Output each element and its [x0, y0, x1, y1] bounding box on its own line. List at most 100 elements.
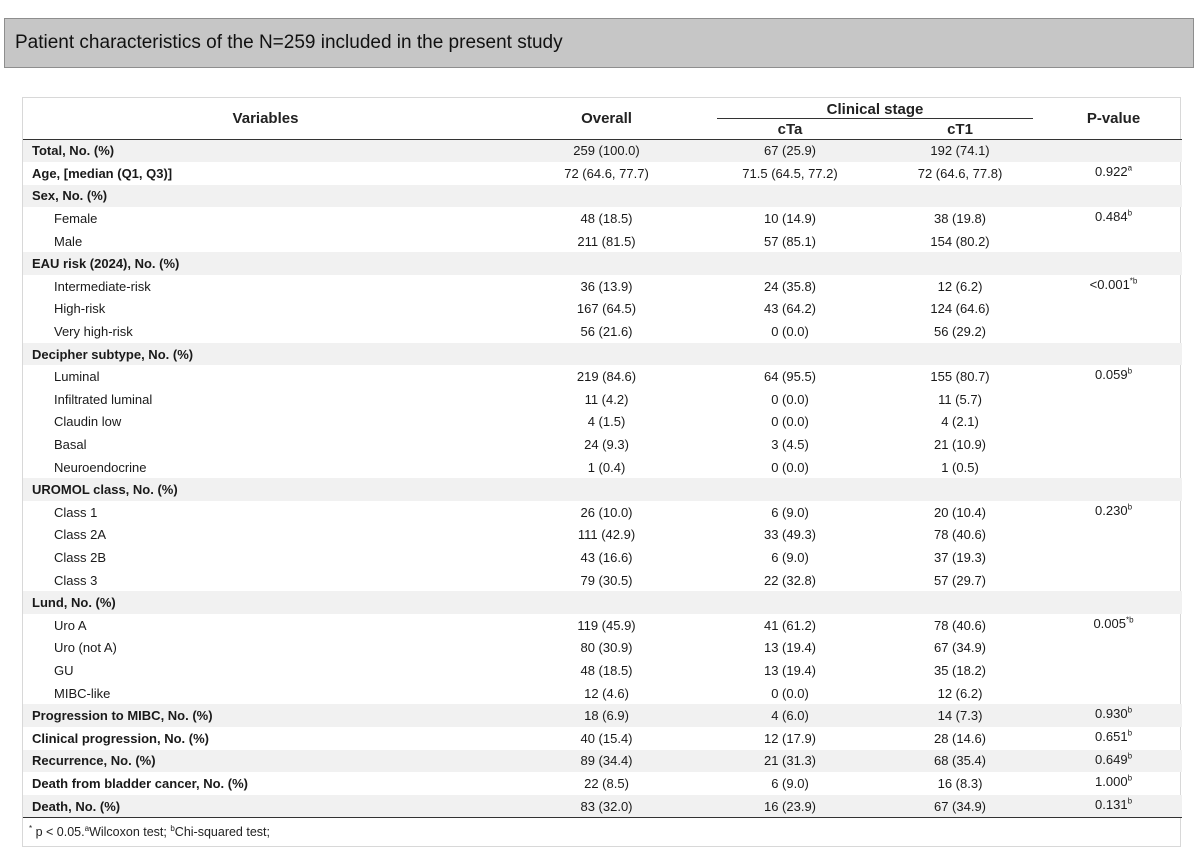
table-row: Infiltrated luminal 11 (4.2) 0 (0.0) 11 (5.…: [23, 388, 1182, 411]
cell-pvalue: 0.651b: [1045, 727, 1182, 750]
row-label: Progression to MIBC, No. (%): [23, 704, 508, 727]
table-row: Claudin low 4 (1.5) 0 (0.0) 4 (2.1): [23, 411, 1182, 434]
row-label: UROMOL class, No. (%): [23, 478, 508, 501]
cell-overall: [508, 591, 705, 614]
table-row: GU 48 (18.5) 13 (19.4) 35 (18.2): [23, 659, 1182, 682]
row-label: Uro A: [54, 617, 87, 633]
pvalue-superscript: a: [1127, 163, 1133, 173]
cell-cta: 16 (23.9): [705, 794, 875, 819]
cell-overall: 36 (13.9): [580, 278, 633, 294]
row-label: Class 2A: [54, 527, 107, 543]
row-label: Total, No. (%): [23, 139, 508, 163]
cell-ct1: [875, 591, 1046, 614]
cell-ct1: 155 (80.7): [930, 369, 990, 385]
footnote: * p < 0.05.aWilcoxon test; bChi-squared …: [23, 818, 1180, 846]
pvalue-text: 0.230: [1095, 503, 1128, 518]
table-row: EAU risk (2024), No. (%): [23, 252, 1183, 276]
cell-overall: 12 (4.6): [584, 685, 629, 701]
cell-cta: 6 (9.0): [771, 504, 809, 520]
cell-pvalue: [1045, 298, 1182, 321]
cell-ct1: 35 (18.2): [933, 662, 987, 678]
table-row: Uro A 119 (45.9) 41 (61.2) 78 (40.6) 0.005*b: [23, 614, 1182, 637]
row-label: Age, [median (Q1, Q3)]: [32, 165, 173, 181]
table-row: Basal 24 (9.3) 3 (4.5) 21 (10.9): [23, 433, 1182, 456]
table-row: UROMOL class, No. (%): [23, 478, 1183, 501]
cell-ct1: 12 (6.2): [937, 278, 983, 294]
cell-cta: 13 (19.4): [763, 640, 817, 656]
cell-pvalue: [1045, 320, 1182, 343]
table-row: Neuroendocrine 1 (0.4) 0 (0.0) 1 (0.5): [23, 456, 1182, 479]
cell-overall: 26 (10.0): [580, 504, 633, 520]
cell-ct1: 1 (0.5): [941, 459, 979, 475]
cell-pvalue: 0.059b: [1045, 365, 1182, 388]
cell-ct1: 192 (74.1): [875, 139, 1046, 163]
cell-overall: 89 (34.4): [508, 749, 705, 773]
cell-cta: 6 (9.0): [771, 775, 809, 791]
cell-overall: [508, 184, 705, 208]
cell-ct1: 20 (10.4): [933, 504, 987, 520]
cell-cta: 10 (14.9): [763, 211, 817, 227]
cell-pvalue: 0.930b: [1045, 704, 1183, 727]
pvalue-superscript: *b: [1129, 276, 1138, 286]
cell-ct1: 28 (14.6): [933, 730, 987, 746]
row-label: MIBC-like: [54, 685, 111, 701]
cell-ct1: 12 (6.2): [937, 685, 983, 701]
pvalue-superscript: b: [1127, 796, 1133, 806]
table-row: Sex, No. (%): [23, 184, 1183, 208]
cell-pvalue: [1045, 230, 1182, 253]
cell-cta: 21 (31.3): [705, 749, 875, 773]
cell-ct1: 14 (7.3): [875, 704, 1046, 727]
cell-cta: 41 (61.2): [763, 617, 817, 633]
row-label: Class 2B: [54, 549, 107, 565]
cell-pvalue: [1045, 411, 1182, 434]
footnote-text-3: Chi-squared test;: [174, 825, 270, 840]
pvalue-superscript: b: [1127, 728, 1133, 738]
table-row: Uro (not A) 80 (30.9) 13 (19.4) 67 (34.9): [23, 637, 1182, 660]
row-label: High-risk: [54, 301, 106, 317]
table-row: MIBC-like 12 (4.6) 0 (0.0) 12 (6.2): [23, 682, 1182, 705]
page-title: Patient characteristics of the N=259 inc…: [15, 32, 563, 53]
cell-cta: 4 (6.0): [705, 704, 875, 727]
cell-cta: 0 (0.0): [771, 391, 809, 407]
cell-cta: 0 (0.0): [771, 685, 809, 701]
cell-overall: 40 (15.4): [580, 730, 633, 746]
cell-overall: 72 (64.6, 77.7): [564, 165, 649, 181]
cell-overall: 259 (100.0): [508, 139, 705, 163]
cell-pvalue: 0.005*b: [1045, 614, 1182, 637]
row-label: Infiltrated luminal: [54, 391, 153, 407]
row-label: Female: [54, 211, 98, 227]
row-label: Death from bladder cancer, No. (%): [32, 775, 248, 791]
pvalue-superscript: b: [1127, 706, 1133, 716]
cell-overall: 48 (18.5): [580, 662, 633, 678]
pvalue-superscript: b: [1127, 367, 1133, 377]
cell-cta: 33 (49.3): [763, 527, 817, 543]
table-row: Total, No. (%) 259 (100.0) 67 (25.9) 192 (7…: [23, 139, 1183, 163]
cell-pvalue: 0.230b: [1045, 501, 1182, 524]
row-label: Intermediate-risk: [54, 278, 151, 294]
cell-overall: 211 (81.5): [577, 233, 636, 249]
cell-pvalue: [1045, 591, 1183, 614]
pvalue-text: 0.651: [1095, 728, 1128, 744]
cell-cta: 13 (19.4): [763, 662, 817, 678]
row-label: Luminal: [54, 369, 100, 385]
cell-cta: 22 (32.8): [763, 572, 817, 588]
cell-pvalue: [1045, 433, 1182, 456]
row-label: Decipher subtype, No. (%): [23, 342, 508, 366]
cell-overall: [508, 342, 705, 366]
cell-pvalue: [1045, 637, 1182, 660]
cell-cta: 43 (64.2): [763, 301, 817, 317]
header-cta: cTa: [705, 120, 875, 140]
cell-cta: 6 (9.0): [771, 549, 809, 565]
table-row: Class 2A 111 (42.9) 33 (49.3) 78 (40.6): [23, 524, 1182, 547]
cell-pvalue: <0.001*b: [1045, 275, 1182, 298]
table-row: Age, [median (Q1, Q3)] 72 (64.6, 77.7) 71.…: [23, 162, 1182, 185]
pvalue-text: 0.059: [1095, 367, 1128, 383]
table-row: Female 48 (18.5) 10 (14.9) 38 (19.8) 0.484b: [23, 207, 1182, 230]
table-row: Clinical progression, No. (%) 40 (15.4) 12…: [23, 727, 1182, 750]
table-row: Death from bladder cancer, No. (%) 22 (8.…: [23, 772, 1182, 795]
cell-cta: [705, 342, 875, 366]
row-label: Class 1: [54, 504, 98, 520]
cell-overall: 111 (42.9): [577, 527, 636, 543]
pvalue-text: 1.000: [1095, 774, 1128, 790]
cell-ct1: 67 (34.9): [875, 794, 1046, 819]
